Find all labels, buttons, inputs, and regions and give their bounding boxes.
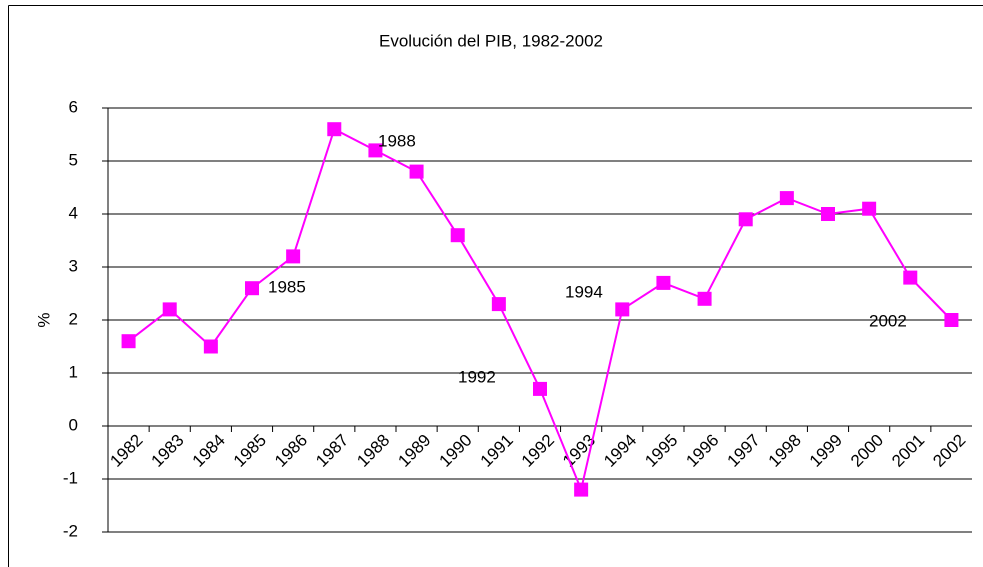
marker [944,313,959,327]
y-tick-label: 2 [69,309,78,328]
annotation: 1985 [268,277,306,296]
marker [574,482,589,497]
y-tick-label: -2 [63,521,78,540]
marker [821,207,835,221]
chart-title: Evolución del PIB, 1982-2002 [379,31,603,50]
marker [245,281,259,296]
y-tick-label: 5 [69,150,78,169]
annotation: 1988 [378,131,416,150]
marker [697,291,712,306]
y-tick-label: 1 [69,362,78,381]
marker [286,249,301,264]
annotation: 1994 [565,282,603,301]
annotation: 2002 [869,311,907,330]
marker [656,275,671,290]
y-tick-label: 6 [69,97,78,116]
y-tick-label: -1 [63,468,78,487]
y-tick-label: 4 [69,203,78,222]
marker [121,334,136,349]
marker [162,302,177,317]
annotation: 1992 [458,367,496,386]
marker [903,270,918,285]
marker [738,212,753,227]
y-axis-label: % [34,312,53,327]
marker [368,143,383,158]
marker [327,122,342,137]
marker [409,164,424,179]
marker [615,302,630,317]
y-tick-label: 3 [69,256,78,275]
marker [779,191,794,206]
marker [491,297,506,312]
y-tick-label: 0 [69,415,78,434]
marker [533,381,547,396]
marker [450,228,465,243]
marker [203,339,218,354]
marker [862,201,877,216]
